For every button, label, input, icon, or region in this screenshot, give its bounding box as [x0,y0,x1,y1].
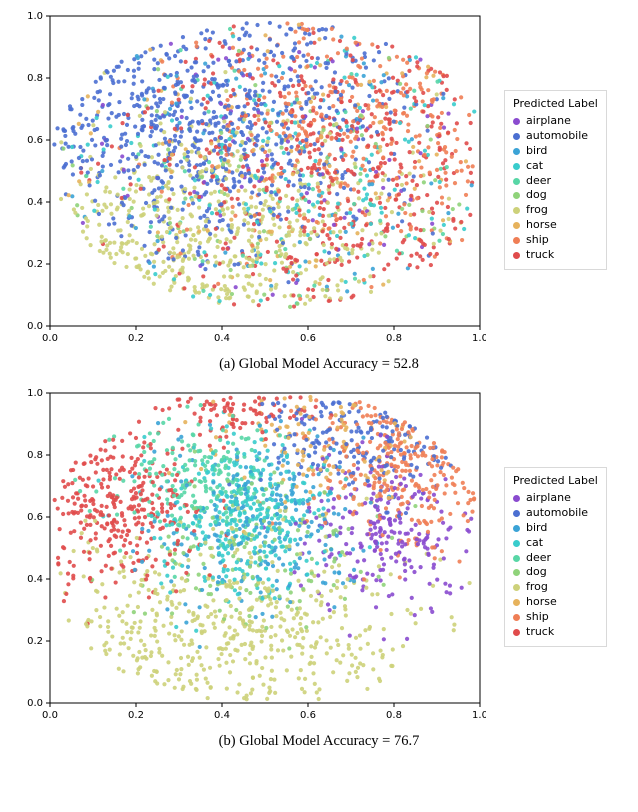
svg-text:0.4: 0.4 [27,574,43,585]
svg-text:0.8: 0.8 [27,73,43,84]
svg-text:0.6: 0.6 [27,135,43,146]
legend-label-airplane: airplane [526,114,571,129]
legend-item-airplane: airplane [513,114,598,129]
legend-label-deer: deer [526,174,551,189]
panel-b-plot: 0.0 0.2 0.4 0.6 0.8 1.0 0.0 0.2 0.4 0.6 0.8 1.0 [10,387,486,727]
svg-text:0.6: 0.6 [300,710,316,721]
legend-dot-frog [513,584,520,591]
panel-a-caption: (a) Global Model Accuracy = 52.8 [10,356,628,373]
legend-dot-ship [513,614,520,621]
legend-label-dog: dog [526,565,547,580]
legend-title: Predicted Label [513,97,598,112]
svg-text:1.0: 1.0 [27,388,43,399]
svg-text:0.0: 0.0 [42,333,58,344]
legend-label-automobile: automobile [526,129,588,144]
svg-text:0.2: 0.2 [128,710,144,721]
legend-dot-dog [513,192,520,199]
legend-dot-airplane [513,495,520,502]
svg-text:1.0: 1.0 [472,710,486,721]
svg-text:0.8: 0.8 [386,333,402,344]
legend-dot-frog [513,207,520,214]
legend-item-bird: bird [513,521,598,536]
legend-label-dog: dog [526,188,547,203]
svg-text:0.2: 0.2 [128,333,144,344]
legend-item-cat: cat [513,536,598,551]
panel-a-plot: 0.0 0.2 0.4 0.6 0.8 1.0 0.0 0.2 0.4 0.6 0.8 1.0 [10,10,486,350]
legend-item-cat: cat [513,159,598,174]
svg-text:0.8: 0.8 [386,710,402,721]
legend-item-ship: ship [513,610,598,625]
panel-b: 0.0 0.2 0.4 0.6 0.8 1.0 0.0 0.2 0.4 0.6 0.8 1.0 Pre… [10,387,628,727]
svg-text:1.0: 1.0 [472,333,486,344]
legend-item-deer: deer [513,174,598,189]
legend-dot-cat [513,540,520,547]
panel-a-legend: Predicted Label airplaneautomobilebirdca… [504,90,607,269]
legend-label-horse: horse [526,218,557,233]
legend-item-dog: dog [513,565,598,580]
svg-text:0.4: 0.4 [214,333,230,344]
legend-label-ship: ship [526,610,549,625]
legend-dot-deer [513,555,520,562]
legend-item-bird: bird [513,144,598,159]
svg-text:0.2: 0.2 [27,636,43,647]
legend-item-ship: ship [513,233,598,248]
legend-label-truck: truck [526,625,554,640]
legend-dot-airplane [513,118,520,125]
panel-b-caption: (b) Global Model Accuracy = 76.7 [10,733,628,750]
legend-item-truck: truck [513,248,598,263]
panel-b-svg: 0.0 0.2 0.4 0.6 0.8 1.0 0.0 0.2 0.4 0.6 0.8 1.0 [10,387,486,727]
svg-text:0.0: 0.0 [27,698,43,709]
svg-text:0.4: 0.4 [27,197,43,208]
legend-label-bird: bird [526,144,547,159]
legend-label-airplane: airplane [526,491,571,506]
svg-text:0.4: 0.4 [214,710,230,721]
legend-label-bird: bird [526,521,547,536]
legend-dot-dog [513,569,520,576]
legend-dot-horse [513,222,520,229]
svg-text:0.0: 0.0 [27,321,43,332]
legend-label-truck: truck [526,248,554,263]
legend-dot-truck [513,629,520,636]
legend-dot-deer [513,178,520,185]
legend-dot-truck [513,252,520,259]
legend-dot-automobile [513,133,520,140]
svg-text:0.0: 0.0 [42,710,58,721]
legend-item-airplane: airplane [513,491,598,506]
svg-text:0.6: 0.6 [27,512,43,523]
svg-text:1.0: 1.0 [27,11,43,22]
legend-label-horse: horse [526,595,557,610]
legend-label-automobile: automobile [526,506,588,521]
legend-item-automobile: automobile [513,129,598,144]
legend-dot-ship [513,237,520,244]
legend-dot-automobile [513,510,520,517]
legend-dot-bird [513,525,520,532]
panel-a-svg: 0.0 0.2 0.4 0.6 0.8 1.0 0.0 0.2 0.4 0.6 0.8 1.0 [10,10,486,350]
legend-dot-cat [513,163,520,170]
legend-label-ship: ship [526,233,549,248]
legend-label-cat: cat [526,536,543,551]
legend-item-dog: dog [513,188,598,203]
legend-label-cat: cat [526,159,543,174]
panel-a: 0.0 0.2 0.4 0.6 0.8 1.0 0.0 0.2 0.4 0.6 0.8 1.0 Pre… [10,10,628,350]
legend-item-horse: horse [513,595,598,610]
legend-title: Predicted Label [513,474,598,489]
legend-label-frog: frog [526,203,548,218]
legend-item-frog: frog [513,580,598,595]
panel-b-legend: Predicted Label airplaneautomobilebirdca… [504,467,607,646]
svg-text:0.8: 0.8 [27,450,43,461]
legend-dot-bird [513,148,520,155]
legend-item-frog: frog [513,203,598,218]
legend-item-automobile: automobile [513,506,598,521]
legend-dot-horse [513,599,520,606]
legend-item-deer: deer [513,551,598,566]
svg-text:0.6: 0.6 [300,333,316,344]
svg-text:0.2: 0.2 [27,259,43,270]
legend-label-deer: deer [526,551,551,566]
legend-item-truck: truck [513,625,598,640]
legend-label-frog: frog [526,580,548,595]
legend-item-horse: horse [513,218,598,233]
